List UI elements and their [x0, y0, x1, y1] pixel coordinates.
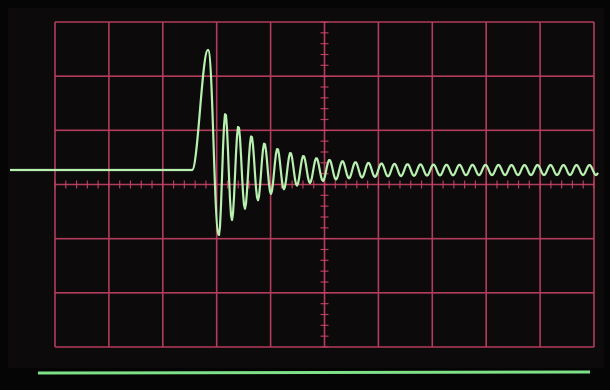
screen-face	[8, 8, 604, 368]
bottom-trace	[38, 372, 590, 373]
oscilloscope-screen	[0, 0, 610, 390]
